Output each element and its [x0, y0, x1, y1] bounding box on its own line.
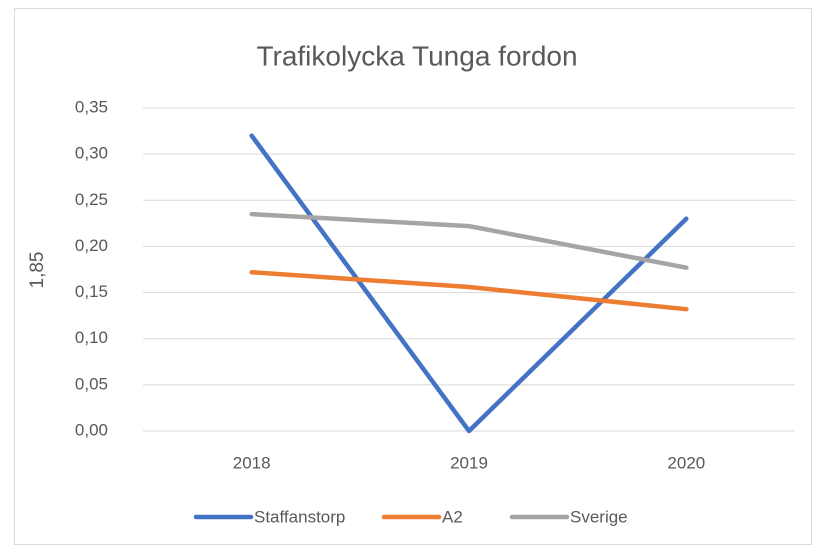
series-line — [249, 270, 689, 312]
y-tick-label: 0,25 — [75, 190, 108, 209]
chart-title: Trafikolycka Tunga fordon — [256, 40, 577, 71]
y-tick-label: 0,05 — [75, 374, 108, 393]
y-tick-label: 0,00 — [75, 420, 108, 439]
y-axis-title: 1,85 — [27, 252, 48, 289]
legend-label: Staffanstorp — [254, 507, 345, 526]
x-tick-label: 2018 — [233, 453, 271, 472]
y-tick-label: 0,10 — [75, 328, 108, 347]
legend-label: A2 — [442, 507, 463, 526]
y-tick-label: 0,15 — [75, 282, 108, 301]
x-tick-label: 2019 — [450, 453, 488, 472]
legend-label: Sverige — [570, 507, 628, 526]
series-line — [249, 133, 689, 434]
chart-border — [14, 8, 812, 545]
y-tick-label: 0,20 — [75, 236, 108, 255]
x-tick-label: 2020 — [667, 453, 705, 472]
y-tick-label: 0,35 — [75, 97, 108, 116]
series-line — [249, 211, 689, 270]
y-tick-label: 0,30 — [75, 144, 108, 163]
